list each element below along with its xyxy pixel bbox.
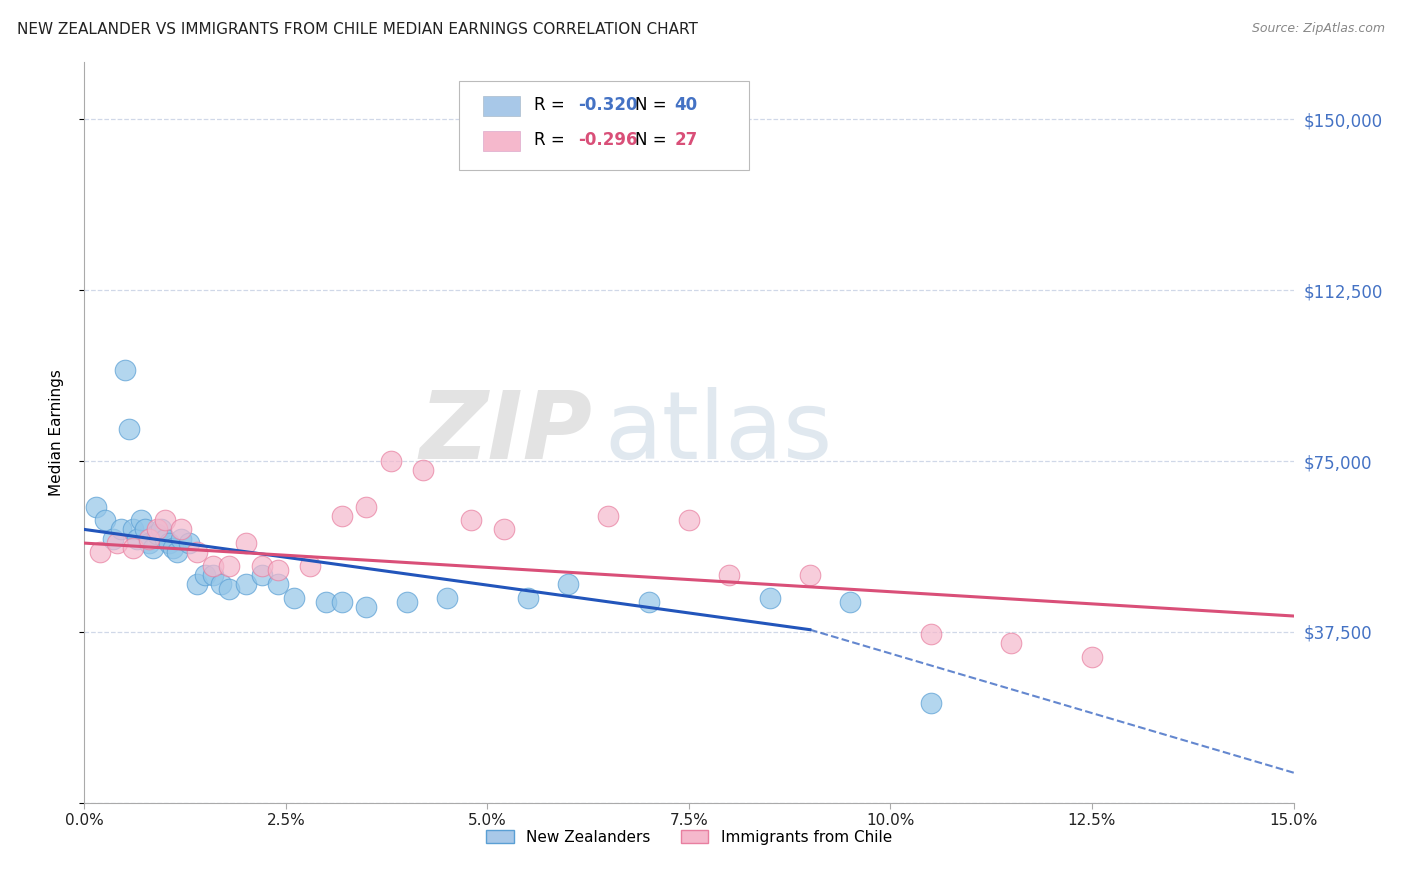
Text: Source: ZipAtlas.com: Source: ZipAtlas.com [1251, 22, 1385, 36]
Point [125, 532, 148, 546]
Point [146, 527, 169, 541]
Text: R =: R = [534, 95, 571, 113]
Point [492, 523, 515, 537]
Point [129, 513, 152, 527]
Point [134, 523, 156, 537]
Point [138, 532, 160, 546]
Point [356, 599, 378, 614]
Point [920, 696, 942, 710]
Point [250, 558, 273, 573]
Point [1081, 650, 1104, 665]
Point [202, 558, 225, 573]
Point [138, 536, 160, 550]
Point [209, 577, 232, 591]
Legend: New Zealanders, Immigrants from Chile: New Zealanders, Immigrants from Chile [479, 823, 898, 851]
Point [86, 500, 108, 514]
Text: ZIP: ZIP [419, 386, 592, 479]
Point [839, 595, 862, 609]
Text: 40: 40 [675, 95, 697, 113]
Text: R =: R = [534, 131, 571, 149]
Point [395, 595, 418, 609]
FancyBboxPatch shape [484, 95, 520, 117]
Point [235, 536, 257, 550]
Text: N =: N = [634, 131, 672, 149]
Point [202, 568, 225, 582]
Point [218, 582, 240, 596]
Point [678, 513, 700, 527]
Point [283, 591, 305, 605]
Point [105, 536, 128, 550]
Text: -0.296: -0.296 [578, 131, 637, 149]
Point [557, 577, 579, 591]
Point [758, 591, 780, 605]
Point [114, 363, 136, 377]
Text: NEW ZEALANDER VS IMMIGRANTS FROM CHILE MEDIAN EARNINGS CORRELATION CHART: NEW ZEALANDER VS IMMIGRANTS FROM CHILE M… [17, 22, 697, 37]
Point [153, 532, 176, 546]
Point [186, 545, 208, 559]
FancyBboxPatch shape [484, 130, 520, 152]
Point [93, 513, 115, 527]
Point [110, 523, 132, 537]
Point [218, 558, 240, 573]
Point [149, 523, 172, 537]
Point [235, 577, 257, 591]
Point [718, 568, 741, 582]
Point [153, 513, 176, 527]
Point [186, 577, 208, 591]
Point [166, 545, 188, 559]
Point [142, 541, 165, 555]
Y-axis label: Median Earnings: Median Earnings [49, 369, 63, 496]
Point [436, 591, 458, 605]
Point [146, 523, 169, 537]
Text: atlas: atlas [605, 386, 832, 479]
Point [194, 568, 217, 582]
Point [267, 564, 290, 578]
Point [250, 568, 273, 582]
Point [516, 591, 538, 605]
Text: 27: 27 [675, 131, 697, 149]
Text: -0.320: -0.320 [578, 95, 637, 113]
Point [162, 541, 184, 555]
Point [89, 545, 111, 559]
Point [170, 523, 193, 537]
Point [299, 558, 322, 573]
FancyBboxPatch shape [460, 81, 749, 169]
Point [179, 536, 201, 550]
Point [121, 523, 143, 537]
Point [170, 532, 193, 546]
Point [330, 508, 353, 523]
Point [460, 513, 482, 527]
Point [412, 463, 434, 477]
Point [315, 595, 337, 609]
Point [799, 568, 821, 582]
Point [380, 454, 402, 468]
Point [356, 500, 378, 514]
Text: N =: N = [634, 95, 672, 113]
Point [101, 532, 124, 546]
Point [920, 627, 942, 641]
Point [121, 541, 143, 555]
Point [330, 595, 353, 609]
Point [637, 595, 659, 609]
Point [157, 536, 180, 550]
Point [598, 508, 620, 523]
Point [267, 577, 290, 591]
Point [1000, 636, 1022, 650]
Point [118, 422, 141, 436]
